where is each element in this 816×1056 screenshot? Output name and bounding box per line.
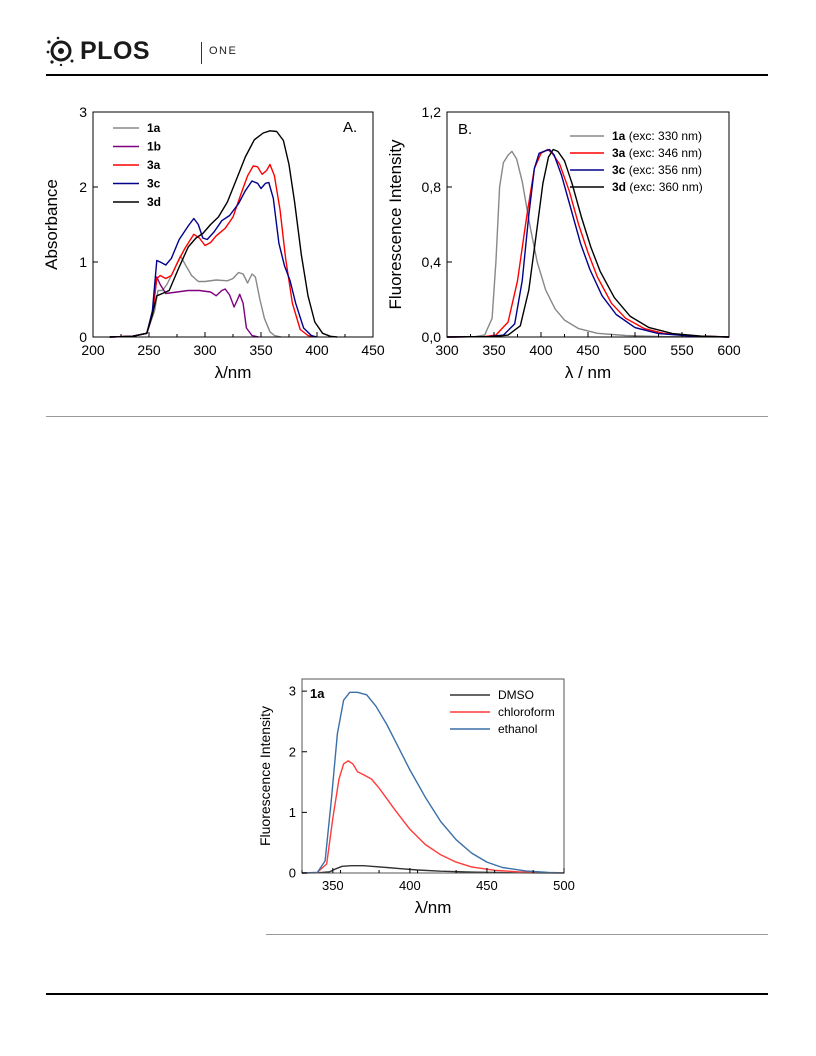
x-tick-label: 450 bbox=[476, 878, 498, 893]
legend-series-name: DMSO bbox=[498, 688, 534, 702]
legend-entry-3d: 3d bbox=[147, 195, 161, 209]
x-axis-label: λ/nm bbox=[415, 898, 452, 917]
legend-entry-3d: 3d (exc: 360 nm) bbox=[612, 180, 703, 194]
y-axis-label: Fluorescence Intensity bbox=[386, 139, 405, 310]
legend-series-name: 1a bbox=[612, 129, 626, 143]
series-line-3a bbox=[109, 163, 315, 338]
legend-series-name: 3a bbox=[147, 158, 161, 172]
y-tick-label: 0 bbox=[79, 329, 87, 345]
legend-series-name: 3a bbox=[612, 146, 626, 160]
y-tick-label: 1,2 bbox=[422, 104, 442, 120]
x-tick-label: 300 bbox=[193, 342, 217, 358]
y-tick-label: 1 bbox=[79, 254, 87, 270]
y-tick-label: 3 bbox=[289, 684, 296, 699]
panel-label: 1a bbox=[310, 686, 325, 701]
y-axis-label: Fluorescence Intensity bbox=[257, 706, 273, 846]
series-line-1a bbox=[446, 150, 730, 338]
x-tick-label: 500 bbox=[553, 878, 575, 893]
x-tick-label: 400 bbox=[399, 878, 421, 893]
footer-rule bbox=[46, 993, 768, 995]
x-tick-label: 350 bbox=[482, 342, 506, 358]
legend-entry-3c: 3c bbox=[147, 177, 161, 191]
legend-series-name: 3c bbox=[147, 177, 161, 191]
journal-name: PLOS bbox=[80, 37, 151, 65]
y-tick-label: 0,8 bbox=[422, 179, 442, 195]
legend-series-name: 3d bbox=[612, 180, 626, 194]
legend-suffix: (exc: 330 nm) bbox=[625, 129, 702, 143]
fluorescence-chart: 300 350 400 450 500 550 600 0,0 0,4 0,8 1,2 λ / nm F… bbox=[386, 104, 741, 382]
legend-suffix: (exc: 360 nm) bbox=[626, 180, 703, 194]
x-tick-label: 300 bbox=[435, 342, 459, 358]
series-line-3d bbox=[109, 130, 338, 338]
series-line-3c bbox=[446, 148, 730, 338]
panel-label: A. bbox=[343, 119, 357, 136]
x-tick-label: 200 bbox=[81, 342, 105, 358]
x-tick-label: 450 bbox=[576, 342, 600, 358]
series-line-1b bbox=[109, 276, 259, 338]
y-tick-label: 3 bbox=[79, 104, 87, 120]
y-axis-label: Absorbance bbox=[42, 179, 61, 270]
legend-series-name: 3d bbox=[147, 195, 161, 209]
y-tick-label: 0,0 bbox=[422, 329, 442, 345]
x-tick-label: 550 bbox=[670, 342, 694, 358]
legend-series-name: 3c bbox=[612, 163, 626, 177]
series-line-chloroform bbox=[301, 760, 565, 874]
solvent-fluorescence-chart: 350 400 450 500 0 1 2 3 λ/nm Fluorescence Intensi… bbox=[257, 678, 575, 917]
series-line-ethanol bbox=[301, 691, 565, 874]
header-rule bbox=[46, 74, 768, 76]
legend-entry-chloroform: chloroform bbox=[498, 705, 555, 719]
y-tick-label: 1 bbox=[289, 805, 296, 820]
legend-entry-3a: 3a (exc: 346 nm) bbox=[612, 146, 702, 160]
legend-series-name: chloroform bbox=[498, 705, 555, 719]
panel-label: B. bbox=[458, 121, 472, 138]
series-line-3d bbox=[446, 148, 730, 338]
x-tick-label: 400 bbox=[305, 342, 329, 358]
y-tick-label: 2 bbox=[289, 744, 296, 759]
x-tick-label: 400 bbox=[529, 342, 553, 358]
figure-2-rule bbox=[266, 934, 768, 935]
x-tick-label: 600 bbox=[717, 342, 741, 358]
journal-suffix: ONE bbox=[209, 45, 238, 57]
absorbance-chart: 200 250 300 350 400 450 0 1 2 3 λ/nm Absorbance A. 1a… bbox=[42, 104, 385, 382]
figure-1-rule bbox=[46, 416, 768, 417]
legend-entry-1a: 1a bbox=[147, 121, 161, 135]
x-tick-label: 350 bbox=[322, 878, 344, 893]
y-tick-label: 0 bbox=[289, 866, 296, 881]
legend-suffix: (exc: 356 nm) bbox=[625, 163, 702, 177]
plos-logo-icon bbox=[46, 36, 74, 66]
legend-entry-ethanol: ethanol bbox=[498, 722, 537, 736]
x-tick-label: 450 bbox=[361, 342, 385, 358]
legend-series-name: ethanol bbox=[498, 722, 537, 736]
plot-frame bbox=[301, 678, 565, 874]
legend-series-name: 1b bbox=[147, 140, 161, 154]
x-axis-label: λ/nm bbox=[215, 363, 252, 382]
series-line-3c bbox=[109, 180, 318, 338]
x-axis-label: λ / nm bbox=[565, 363, 611, 382]
y-tick-label: 2 bbox=[79, 179, 87, 195]
y-tick-label: 0,4 bbox=[422, 254, 442, 270]
legend-entry-3a: 3a bbox=[147, 158, 161, 172]
legend-suffix: (exc: 346 nm) bbox=[625, 146, 702, 160]
legend-entry-1b: 1b bbox=[147, 140, 161, 154]
x-tick-label: 250 bbox=[137, 342, 161, 358]
logo-divider bbox=[201, 42, 202, 64]
series-line-3a bbox=[446, 148, 730, 338]
legend-entry-DMSO: DMSO bbox=[498, 688, 534, 702]
legend-entry-1a: 1a (exc: 330 nm) bbox=[612, 129, 702, 143]
series-line-1a bbox=[109, 255, 282, 338]
x-tick-label: 350 bbox=[249, 342, 273, 358]
legend-entry-3c: 3c (exc: 356 nm) bbox=[612, 163, 702, 177]
legend-series-name: 1a bbox=[147, 121, 161, 135]
x-tick-label: 500 bbox=[623, 342, 647, 358]
